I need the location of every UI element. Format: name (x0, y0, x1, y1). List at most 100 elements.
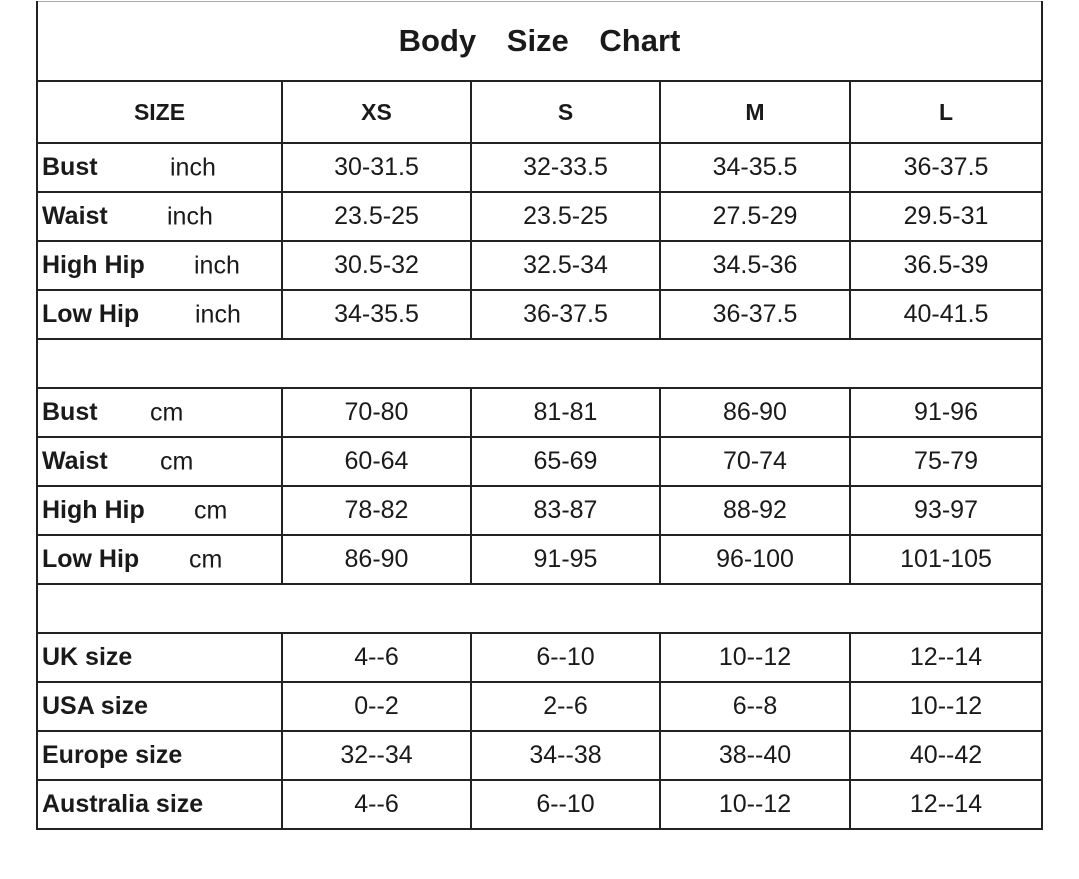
value-cell: 88-92 (659, 485, 851, 536)
value-cell: 38--40 (659, 730, 851, 781)
value-cell: 6--8 (659, 681, 851, 732)
value-cell: 2--6 (470, 681, 661, 732)
value-cell: 10--12 (659, 632, 851, 683)
value-cell: 83-87 (470, 485, 661, 536)
value-cell: 23.5-25 (281, 191, 472, 242)
value-cell: 34-35.5 (659, 142, 851, 193)
header-m: M (659, 80, 851, 144)
value-cell: 4--6 (281, 632, 472, 683)
value-cell: 30.5-32 (281, 240, 472, 291)
value-cell: 36-37.5 (659, 289, 851, 340)
value-cell: 101-105 (848, 534, 1044, 585)
row-unit: cm (189, 545, 223, 573)
value-cell: 10--12 (659, 779, 851, 830)
value-cell: 12--14 (848, 779, 1044, 830)
value-cell: 60-64 (281, 436, 472, 487)
row-label-cell: Low Hip inch (36, 289, 283, 340)
value-cell: 91-96 (848, 387, 1044, 438)
row-label: High Hip (42, 496, 145, 524)
value-cell: 78-82 (281, 485, 472, 536)
spacer-cell (35, 583, 1044, 634)
value-cell: 91-95 (470, 534, 661, 585)
value-cell: 29.5-31 (848, 191, 1044, 242)
value-cell: 0--2 (281, 681, 472, 732)
value-cell: 34.5-36 (659, 240, 851, 291)
row-label-cell: USA size (36, 681, 283, 732)
value-cell: 4--6 (281, 779, 472, 830)
header-size: SIZE (36, 80, 283, 144)
header-l: L (848, 80, 1044, 144)
row-unit: inch (195, 300, 241, 328)
value-cell: 81-81 (470, 387, 661, 438)
header-s: S (470, 80, 661, 144)
header-xs: XS (281, 80, 472, 144)
row-unit: inch (167, 202, 213, 230)
table-row: Bust inch 30-31.5 32-33.5 34-35.5 36-37.5 (36, 142, 1044, 193)
header-row: SIZE XS S M L (36, 80, 1044, 144)
row-label-cell: Bust inch (36, 142, 283, 193)
value-cell: 34--38 (470, 730, 661, 781)
value-cell: 86-90 (659, 387, 851, 438)
spacer-cell (35, 338, 1044, 389)
row-label-cell: Low Hip cm (36, 534, 283, 585)
value-cell: 70-80 (281, 387, 472, 438)
row-label-cell: Waist inch (36, 191, 283, 242)
row-label-cell: Europe size (36, 730, 283, 781)
title-row: Body Size Chart (35, 1, 1044, 82)
row-unit: cm (150, 398, 184, 426)
row-unit: inch (194, 251, 240, 279)
value-cell: 86-90 (281, 534, 472, 585)
row-label-cell: High Hip inch (36, 240, 283, 291)
table-row: High Hip inch 30.5-32 32.5-34 34.5-36 36.5-39 (36, 240, 1044, 291)
row-label: Bust (42, 398, 98, 426)
row-label-cell: Bust cm (36, 387, 283, 438)
spacer-row (35, 338, 1044, 389)
value-cell: 96-100 (659, 534, 851, 585)
row-label: Bust (42, 153, 98, 181)
value-cell: 40--42 (848, 730, 1044, 781)
table-row: High Hip cm 78-82 83-87 88-92 93-97 (36, 485, 1044, 536)
value-cell: 75-79 (848, 436, 1044, 487)
row-unit: cm (194, 496, 228, 524)
row-label: Australia size (42, 790, 204, 818)
row-label: High Hip (42, 251, 145, 279)
value-cell: 6--10 (470, 632, 661, 683)
value-cell: 32.5-34 (470, 240, 661, 291)
table-row: UK size 4--6 6--10 10--12 12--14 (36, 632, 1044, 683)
table-row: Bust cm 70-80 81-81 86-90 91-96 (36, 387, 1044, 438)
table-row: Waist inch 23.5-25 23.5-25 27.5-29 29.5-31 (36, 191, 1044, 242)
value-cell: 36-37.5 (848, 142, 1044, 193)
row-unit: inch (170, 153, 216, 181)
body-size-chart-table: Body Size Chart SIZE XS S M L Bust inch 30… (35, 1, 1044, 830)
chart-title: Body Size Chart (35, 1, 1044, 82)
value-cell: 10--12 (848, 681, 1044, 732)
table-row: Waist cm 60-64 65-69 70-74 75-79 (36, 436, 1044, 487)
table-row: Europe size 32--34 34--38 38--40 40--42 (36, 730, 1044, 781)
row-label: UK size (42, 643, 133, 671)
value-cell: 6--10 (470, 779, 661, 830)
table-row: Australia size 4--6 6--10 10--12 12--14 (36, 779, 1044, 830)
value-cell: 12--14 (848, 632, 1044, 683)
value-cell: 70-74 (659, 436, 851, 487)
row-label: Low Hip (42, 545, 140, 573)
value-cell: 93-97 (848, 485, 1044, 536)
spacer-row (35, 583, 1044, 634)
row-label: Waist (42, 202, 108, 230)
row-label: Waist (42, 447, 108, 475)
value-cell: 65-69 (470, 436, 661, 487)
row-label: Europe size (42, 741, 183, 769)
value-cell: 34-35.5 (281, 289, 472, 340)
value-cell: 30-31.5 (281, 142, 472, 193)
row-label-cell: High Hip cm (36, 485, 283, 536)
row-label-cell: Waist cm (36, 436, 283, 487)
value-cell: 27.5-29 (659, 191, 851, 242)
value-cell: 36.5-39 (848, 240, 1044, 291)
row-label-cell: UK size (36, 632, 283, 683)
value-cell: 23.5-25 (470, 191, 661, 242)
row-unit: cm (160, 447, 194, 475)
table-row: USA size 0--2 2--6 6--8 10--12 (36, 681, 1044, 732)
value-cell: 32--34 (281, 730, 472, 781)
value-cell: 36-37.5 (470, 289, 661, 340)
table-row: Low Hip cm 86-90 91-95 96-100 101-105 (36, 534, 1044, 585)
value-cell: 40-41.5 (848, 289, 1044, 340)
